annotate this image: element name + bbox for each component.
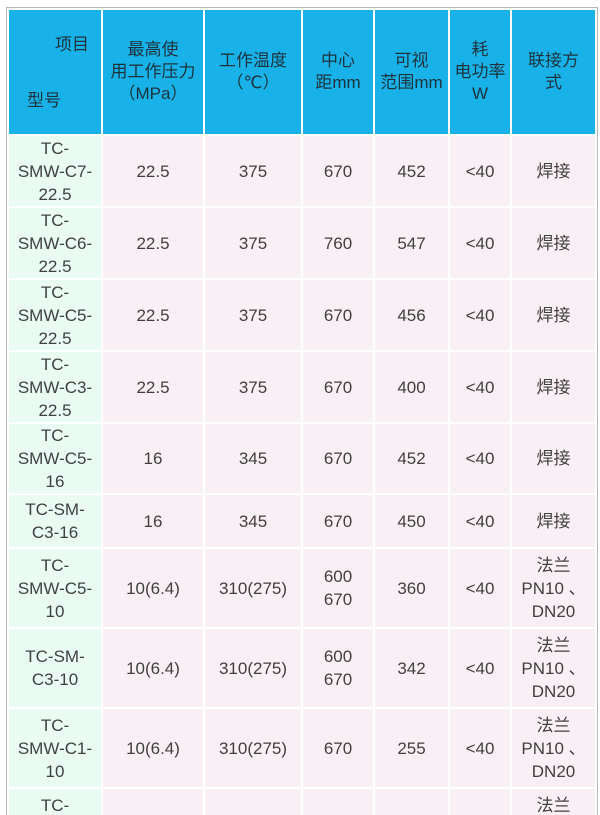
cell-visible-range: 452 [375,424,448,493]
cell-power: <40 [450,352,510,422]
table-row: TC- SMW-C7- 22.5 22.5 375 670 452 <40 焊接 [9,136,595,206]
cell-power: <40 [450,208,510,278]
cell-max-pressure: 4(2.5) [103,789,203,815]
cell-visible-range: 360 [375,549,448,627]
table-row: TC- SMW-C1-10 10(6.4) 310(275) 670 255 <… [9,709,595,787]
cell-power: <40 [450,495,510,547]
corner-label-model: 型号 [27,91,61,110]
cell-work-temp: 345 [205,424,301,493]
cell-work-temp: 375 [205,136,301,206]
cell-model: TC- SMW-C5- 22.5 [9,280,101,350]
cell-model: TC-SM- C3-10 [9,629,101,707]
table-row: TC- SMW-C1-4.0 4(2.5) 205(225) 600 260 <… [9,789,595,815]
cell-work-temp: 205(225) [205,789,301,815]
cell-work-temp: 375 [205,352,301,422]
cell-connection: 法兰 PN10 、 DN20 [512,709,595,787]
corner-label-item: 项目 [55,35,89,54]
cell-visible-range: 547 [375,208,448,278]
cell-model: TC- SMW-C5-10 [9,549,101,627]
cell-power: <40 [450,709,510,787]
cell-center-distance: 670 [303,709,373,787]
cell-connection: 法兰 PN10 、 DN20 [512,629,595,707]
cell-model: TC- SMW-C6- 22.5 [9,208,101,278]
cell-visible-range: 342 [375,629,448,707]
cell-visible-range: 260 [375,789,448,815]
cell-center-distance: 600 670 [303,549,373,627]
cell-power: <40 [450,280,510,350]
cell-connection: 焊接 [512,208,595,278]
cell-max-pressure: 22.5 [103,280,203,350]
table-row: TC- SMW-C6- 22.5 22.5 375 760 547 <40 焊接 [9,208,595,278]
cell-work-temp: 310(275) [205,709,301,787]
table-row: TC- SMW-C5-16 16 345 670 452 <40 焊接 [9,424,595,493]
cell-max-pressure: 22.5 [103,136,203,206]
cell-connection: 焊接 [512,136,595,206]
cell-center-distance: 670 [303,280,373,350]
cell-center-distance: 600 [303,789,373,815]
header-connection: 联接方 式 [512,10,595,134]
cell-model: TC- SMW-C7- 22.5 [9,136,101,206]
table-row: TC- SMW-C3- 22.5 22.5 375 670 400 <40 焊接 [9,352,595,422]
cell-power: <40 [450,629,510,707]
cell-work-temp: 375 [205,280,301,350]
cell-connection: 法兰 PN4.0 、 DN20 [512,789,595,815]
header-visible-range: 可视 范围mm [375,10,448,134]
cell-visible-range: 255 [375,709,448,787]
header-work-temp: 工作温度 （℃） [205,10,301,134]
cell-center-distance: 760 [303,208,373,278]
cell-connection: 法兰 PN10 、 DN20 [512,549,595,627]
cell-max-pressure: 22.5 [103,352,203,422]
cell-connection: 焊接 [512,495,595,547]
cell-max-pressure: 10(6.4) [103,549,203,627]
cell-center-distance: 670 [303,352,373,422]
cell-center-distance: 670 [303,424,373,493]
cell-visible-range: 452 [375,136,448,206]
cell-connection: 焊接 [512,280,595,350]
cell-power: <40 [450,136,510,206]
cell-connection: 焊接 [512,352,595,422]
header-row: 项目 型号 最高使 用工作压力 （MPa） 工作温度 （℃） 中心 距mm 可视… [9,10,595,134]
cell-power: <40 [450,789,510,815]
table-row: TC- SMW-C5-10 10(6.4) 310(275) 600 670 3… [9,549,595,627]
table-row: TC-SM- C3-10 10(6.4) 310(275) 600 670 34… [9,629,595,707]
cell-work-temp: 310(275) [205,549,301,627]
cell-connection: 焊接 [512,424,595,493]
cell-center-distance: 670 [303,495,373,547]
cell-work-temp: 345 [205,495,301,547]
header-power: 耗 电功率 W [450,10,510,134]
corner-header: 项目 型号 [9,10,101,134]
cell-power: <40 [450,549,510,627]
cell-model: TC- SMW-C1-4.0 [9,789,101,815]
table-row: TC-SM- C3-16 16 345 670 450 <40 焊接 [9,495,595,547]
cell-model: TC- SMW-C5-16 [9,424,101,493]
cell-max-pressure: 10(6.4) [103,709,203,787]
cell-visible-range: 400 [375,352,448,422]
cell-visible-range: 450 [375,495,448,547]
cell-model: TC-SM- C3-16 [9,495,101,547]
cell-max-pressure: 16 [103,424,203,493]
cell-model: TC- SMW-C1-10 [9,709,101,787]
cell-center-distance: 600 670 [303,629,373,707]
cell-max-pressure: 10(6.4) [103,629,203,707]
header-max-pressure: 最高使 用工作压力 （MPa） [103,10,203,134]
cell-power: <40 [450,424,510,493]
cell-max-pressure: 16 [103,495,203,547]
cell-visible-range: 456 [375,280,448,350]
cell-work-temp: 375 [205,208,301,278]
table-row: TC- SMW-C5- 22.5 22.5 375 670 456 <40 焊接 [9,280,595,350]
cell-center-distance: 670 [303,136,373,206]
header-center-distance: 中心 距mm [303,10,373,134]
cell-max-pressure: 22.5 [103,208,203,278]
cell-work-temp: 310(275) [205,629,301,707]
spec-table: 项目 型号 最高使 用工作压力 （MPa） 工作温度 （℃） 中心 距mm 可视… [6,7,598,815]
cell-model: TC- SMW-C3- 22.5 [9,352,101,422]
